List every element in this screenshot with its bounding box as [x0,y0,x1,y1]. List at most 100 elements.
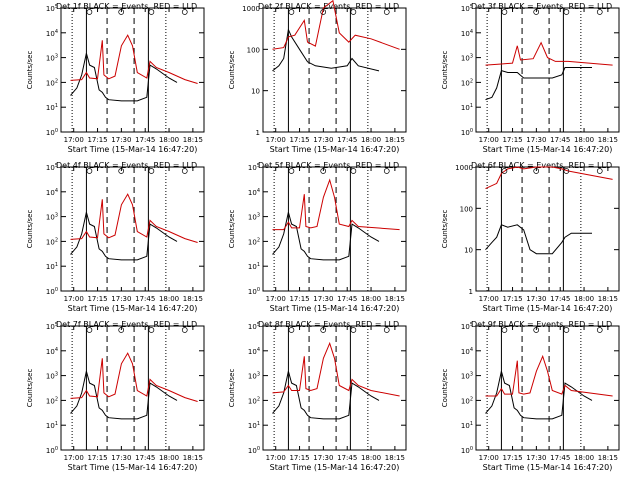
plot-frame [60,7,205,133]
y-tick-label: 101 [46,421,58,430]
x-tick-label: 17:30 [526,454,546,462]
y-tick-label: 103 [248,213,260,222]
y-tick-label: 104 [461,347,473,356]
y-tick-label: 104 [248,347,260,356]
x-tick-label: 17:00 [266,136,286,144]
y-tick-label: 1000 [242,5,260,13]
x-tick-label: 17:30 [313,136,333,144]
x-axis-label: Start Time (15-Mar-14 16:47:20) [270,463,400,472]
x-tick-label: 18:00 [574,136,594,144]
plot-frame [475,166,620,292]
x-tick-label: 17:15 [502,295,522,303]
series-line-events [272,212,380,261]
flag-glyph-icon [596,168,603,174]
x-axis-label: Start Time (15-Mar-14 16:47:20) [483,463,613,472]
series-line-lld [70,34,198,84]
y-tick-label: 104 [46,347,58,356]
x-tick-label: 17:00 [64,295,84,303]
x-tick-label: 17:15 [87,454,107,462]
y-tick-label: 104 [461,29,473,38]
y-tick-label: 101 [248,421,260,430]
x-tick-label: 17:15 [502,136,522,144]
flag-glyph-icon [118,168,125,174]
x-tick-label: 17:00 [479,295,499,303]
x-tick-label: 17:15 [502,454,522,462]
y-tick-label: 105 [461,4,473,13]
x-tick-label: 17:15 [87,136,107,144]
flag-glyph-icon [501,327,508,333]
y-tick-label: 105 [248,322,260,331]
flag-glyph-icon [350,9,357,15]
panel-title: Det 9f BLACK = Events, RED = LLD [471,320,612,329]
series-line-events [485,371,593,420]
y-axis-label: Counts/sec [228,51,236,90]
x-tick-label: 17:45 [337,136,357,144]
y-tick-label: 102 [461,396,473,405]
flag-glyph-icon [383,168,390,174]
flag-glyph-icon [563,327,570,333]
series-line-events [272,27,380,72]
series-line-events [70,53,178,102]
series-line-events [70,371,178,420]
series-line-lld [485,41,613,66]
y-axis-label: Counts/sec [26,51,34,90]
x-tick-label: 17:15 [289,136,309,144]
panel-title: Det 8f BLACK = Events, RED = LLD [258,320,399,329]
flag-glyph-icon [320,168,327,174]
y-tick-label: 10 [464,247,473,255]
x-tick-label: 18:15 [183,136,203,144]
y-tick-label: 100 [248,287,260,296]
y-tick-label: 104 [248,188,260,197]
y-tick-label: 101 [248,262,260,271]
plot-frame [262,325,407,451]
y-tick-label: 104 [46,188,58,197]
series-line-lld [485,354,613,397]
flag-glyph-icon [320,9,327,15]
x-tick-label: 17:30 [111,136,131,144]
x-axis-label: Start Time (15-Mar-14 16:47:20) [68,304,198,313]
x-tick-label: 18:15 [598,136,618,144]
flag-glyph-icon [563,168,570,174]
flag-glyph-icon [118,327,125,333]
panel-title: Det 1f BLACK = Events, RED = LLD [56,2,197,11]
series-line-lld [70,193,198,243]
y-tick-label: 100 [46,128,58,137]
y-tick-label: 100 [460,205,473,213]
y-axis-label: Counts/sec [26,369,34,408]
panel-title: Det 3f BLACK = Events, RED = LLD [471,2,612,11]
x-tick-label: 18:00 [361,454,381,462]
flag-glyph-icon [148,168,155,174]
x-tick-label: 17:00 [266,295,286,303]
flag-glyph-icon [383,327,390,333]
y-tick-label: 103 [46,213,58,222]
y-tick-label: 1 [469,288,473,296]
y-tick-label: 105 [46,163,58,172]
x-tick-label: 17:00 [64,136,84,144]
x-tick-label: 17:00 [64,454,84,462]
plot-frame [262,166,407,292]
flag-glyph-icon [181,168,188,174]
x-tick-label: 17:15 [289,295,309,303]
y-tick-label: 100 [461,446,473,455]
flag-glyph-icon [288,327,295,333]
y-tick-label: 100 [248,446,260,455]
x-tick-label: 17:45 [550,136,570,144]
x-axis-label: Start Time (15-Mar-14 16:47:20) [483,145,613,154]
flag-glyph-icon [563,9,570,15]
x-tick-label: 17:00 [479,136,499,144]
x-tick-label: 18:15 [598,295,618,303]
x-tick-label: 17:45 [337,295,357,303]
y-axis-label: Counts/sec [26,210,34,249]
flag-glyph-icon [320,327,327,333]
x-tick-label: 18:00 [361,295,381,303]
y-tick-label: 103 [46,372,58,381]
x-tick-label: 18:00 [159,295,179,303]
y-tick-label: 1 [256,129,260,137]
y-tick-label: 100 [247,46,260,54]
flag-glyph-icon [86,9,93,15]
x-tick-label: 18:00 [574,295,594,303]
flag-glyph-icon [533,9,540,15]
